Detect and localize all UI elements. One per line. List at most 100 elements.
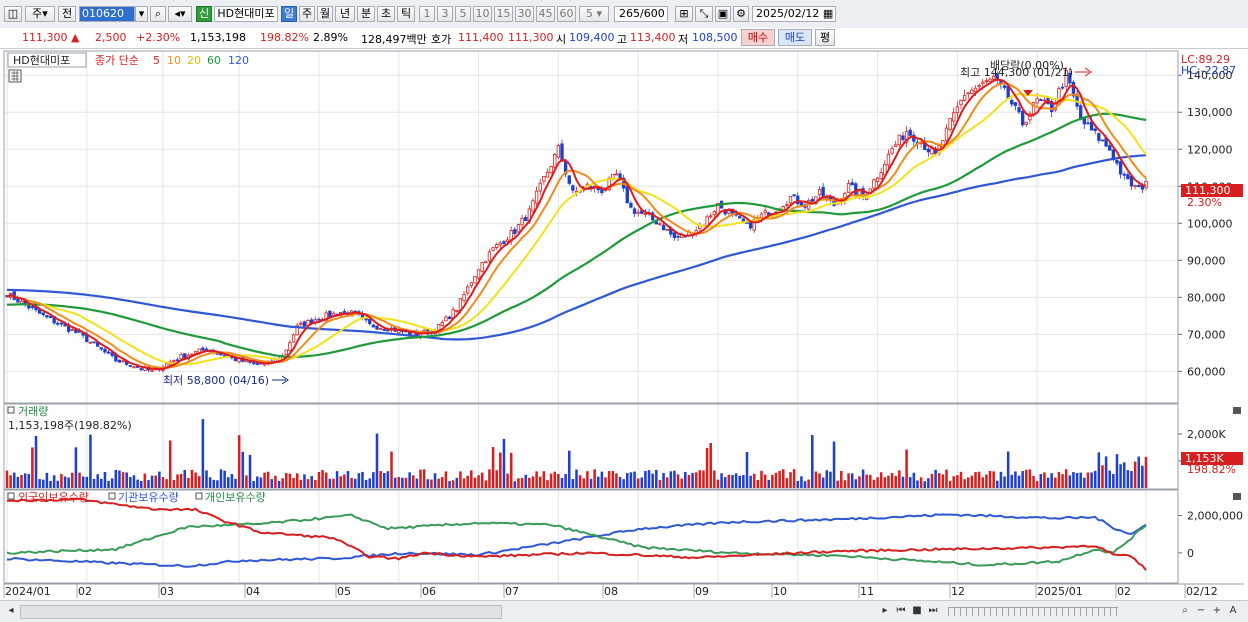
volume-bar — [1133, 461, 1137, 488]
candle-body — [955, 106, 960, 113]
legend-ma60: 60 — [207, 54, 221, 67]
period-minute[interactable]: 분 — [357, 6, 375, 22]
volume-bar — [165, 479, 168, 488]
sell-button[interactable]: 매도 — [778, 29, 812, 46]
eval-button[interactable]: 평 — [815, 29, 835, 46]
chart-area[interactable]: 60,00070,00080,00090,000100,000110,00012… — [0, 49, 1248, 600]
volume-bar — [665, 477, 669, 488]
scroll-right-icon[interactable]: ▸ — [882, 605, 888, 616]
drawing-icon[interactable]: ⤡ — [695, 6, 713, 22]
candle-body — [291, 334, 296, 343]
candle-body — [796, 195, 800, 205]
candle-body — [614, 173, 619, 176]
first-page-icon[interactable]: ⏮ — [896, 605, 906, 616]
last-page-icon[interactable]: ⏭ — [928, 605, 938, 616]
volume-bar — [611, 471, 615, 488]
interval-30[interactable]: 30 — [515, 6, 534, 22]
stock-code-input[interactable]: 010620 — [79, 6, 135, 22]
period-tick[interactable]: 틱 — [397, 6, 415, 22]
volume-bar — [401, 477, 404, 488]
volume-bar — [1112, 473, 1115, 488]
volume-bar — [513, 481, 517, 488]
zoom-search-icon[interactable]: ⌕ — [1182, 605, 1188, 616]
zoom-in-icon[interactable]: + — [1212, 605, 1222, 616]
candle-body — [342, 311, 347, 313]
volume-bar — [285, 473, 288, 488]
chart-scrollbar[interactable]: ◂ ▸ ⏮ ■ ⏭ ⌕ − + A — [0, 600, 1248, 622]
volume-bar — [422, 469, 426, 488]
holding-panel-close-icon[interactable] — [1233, 493, 1241, 500]
volume-bar — [81, 476, 85, 488]
volume-bar — [63, 476, 67, 488]
chart-menu-icon[interactable]: ◫ — [4, 6, 22, 22]
volume-bar — [604, 477, 607, 488]
save-icon[interactable]: ▣ — [715, 6, 731, 22]
volume-bar — [582, 478, 586, 488]
candle-body — [1071, 81, 1076, 97]
volume-bar — [270, 479, 274, 488]
volume-panel-close-icon[interactable] — [1233, 407, 1241, 414]
volume-bar — [1025, 469, 1028, 488]
gear-icon[interactable]: ⚙ — [733, 6, 749, 22]
volume-bar — [31, 447, 34, 488]
candle-body — [1042, 99, 1047, 102]
volume-bar — [927, 478, 930, 488]
interval-1[interactable]: 1 — [419, 6, 435, 22]
volume-bar — [785, 478, 789, 488]
market-all-button[interactable]: 전 — [58, 6, 76, 22]
trade-amount: 128,497백만 — [361, 33, 427, 46]
period-year[interactable]: 년 — [335, 6, 355, 22]
calendar-icon[interactable]: ▦ — [822, 7, 834, 20]
high-price: 113,400 — [630, 31, 676, 44]
volume-bar — [836, 480, 839, 488]
period-second[interactable]: 초 — [377, 6, 395, 22]
market-select[interactable]: 주▾ — [25, 6, 55, 22]
volume-bar — [237, 435, 241, 488]
zoom-out-icon[interactable]: − — [1196, 605, 1206, 616]
scroll-left-icon[interactable]: ◂ — [8, 605, 14, 616]
candle-body — [854, 183, 858, 196]
period-month[interactable]: 월 — [317, 6, 333, 22]
volume-bar — [292, 477, 295, 488]
interval-45[interactable]: 45 — [536, 6, 555, 22]
interval-10[interactable]: 10 — [473, 6, 492, 22]
volume-bar — [890, 472, 894, 488]
volume-bar — [858, 476, 861, 488]
code-dropdown-icon[interactable]: ▾ — [135, 6, 148, 22]
compare-icon[interactable]: ⊞ — [675, 6, 693, 22]
interval-5[interactable]: 5 — [455, 6, 471, 22]
interval-60[interactable]: 60 — [557, 6, 576, 22]
text-size-icon[interactable]: A — [1229, 605, 1237, 616]
date-input[interactable]: 2025/02/12 ▦ — [752, 6, 836, 22]
search-icon[interactable]: ⌕ — [150, 6, 166, 22]
legend-ma20: 20 — [187, 54, 201, 67]
volume-bar — [161, 477, 165, 488]
volume-bar — [1010, 474, 1014, 488]
period-week[interactable]: 주 — [299, 6, 315, 22]
interval-select[interactable]: 5 ▾ — [579, 6, 609, 22]
volume-bar — [618, 477, 622, 488]
x-tick-label: 08 — [604, 585, 618, 598]
candle-body — [846, 183, 851, 193]
sound-icon[interactable]: ◂▾ — [168, 6, 192, 22]
interval-15[interactable]: 15 — [494, 6, 513, 22]
volume-bar — [879, 472, 883, 488]
volume-bar — [125, 472, 128, 488]
volume-bar — [459, 471, 462, 488]
volume-bar — [110, 478, 114, 488]
candle-body — [328, 310, 332, 318]
candle-body — [175, 359, 180, 362]
interval-3[interactable]: 3 — [437, 6, 453, 22]
stop-icon[interactable]: ■ — [912, 605, 922, 616]
scroll-thumb[interactable] — [20, 605, 502, 619]
count-input[interactable]: 265/600 — [614, 6, 668, 22]
volume-bar — [194, 472, 197, 488]
volume-bar — [535, 471, 538, 488]
candle-body — [1093, 128, 1097, 132]
volume-bar — [45, 472, 49, 488]
period-day[interactable]: 일 — [281, 6, 297, 22]
zoom-ruler[interactable] — [948, 607, 1118, 616]
candle-body — [378, 328, 383, 330]
chart-svg[interactable]: 60,00070,00080,00090,000100,000110,00012… — [0, 49, 1248, 600]
buy-button[interactable]: 매수 — [741, 29, 775, 46]
